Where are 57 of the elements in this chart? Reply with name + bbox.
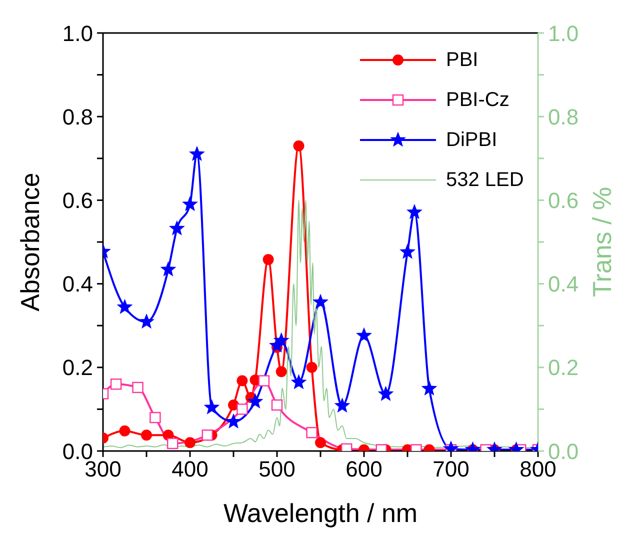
point bbox=[315, 437, 326, 448]
point bbox=[248, 394, 262, 408]
point bbox=[335, 398, 350, 412]
point bbox=[184, 437, 196, 448]
point bbox=[407, 204, 422, 218]
point bbox=[161, 262, 176, 276]
point bbox=[202, 430, 213, 441]
legend-label: 532 LED bbox=[446, 168, 524, 192]
point bbox=[400, 244, 415, 258]
point bbox=[306, 427, 318, 438]
point bbox=[306, 362, 318, 373]
x-tick-label: 400 bbox=[172, 456, 208, 482]
point bbox=[190, 146, 204, 160]
y2-tick-label: 0.2 bbox=[548, 355, 579, 380]
point bbox=[262, 254, 274, 266]
point bbox=[226, 414, 241, 428]
point bbox=[139, 314, 154, 328]
y-tick-label: 0.6 bbox=[62, 188, 93, 214]
point bbox=[132, 382, 144, 394]
point bbox=[378, 386, 393, 400]
y2-tick-label: 1.0 bbox=[548, 20, 579, 46]
y2-tick-label: 0.8 bbox=[548, 104, 579, 130]
point bbox=[356, 328, 372, 342]
point bbox=[119, 425, 130, 436]
point bbox=[313, 294, 328, 308]
point bbox=[274, 333, 289, 347]
point bbox=[150, 412, 161, 424]
legend-label: PBI-Cz bbox=[446, 88, 510, 112]
point bbox=[141, 430, 152, 441]
y2-tick-label: 0.4 bbox=[548, 272, 579, 297]
x-tick-label: 500 bbox=[258, 456, 296, 482]
y-axis-title: Absorbance bbox=[15, 172, 45, 312]
y-tick-label: 1.0 bbox=[62, 20, 93, 46]
y-tick-label: 0.2 bbox=[62, 355, 93, 380]
point bbox=[293, 140, 304, 152]
point bbox=[276, 366, 287, 378]
point bbox=[167, 438, 178, 450]
point bbox=[204, 400, 219, 414]
point bbox=[236, 375, 248, 386]
point bbox=[292, 374, 306, 389]
x-tick-label: 700 bbox=[432, 456, 470, 482]
y2-axis-title: Trans / % bbox=[587, 186, 617, 298]
legend-label: DiPBI bbox=[446, 128, 498, 152]
point bbox=[258, 375, 270, 386]
y-tick-label: 0.8 bbox=[62, 104, 93, 130]
point bbox=[110, 378, 122, 390]
point bbox=[170, 221, 184, 235]
point bbox=[118, 300, 132, 314]
point bbox=[182, 196, 198, 211]
point bbox=[236, 404, 248, 415]
y-tick-label: 0.4 bbox=[62, 272, 93, 297]
x-tick-label: 600 bbox=[346, 456, 382, 482]
x-axis-title: Wavelength / nm bbox=[223, 498, 418, 528]
y2-tick-label: 0.6 bbox=[548, 188, 579, 214]
legend-label: PBI bbox=[446, 48, 478, 72]
point bbox=[422, 381, 436, 395]
point bbox=[271, 399, 283, 411]
